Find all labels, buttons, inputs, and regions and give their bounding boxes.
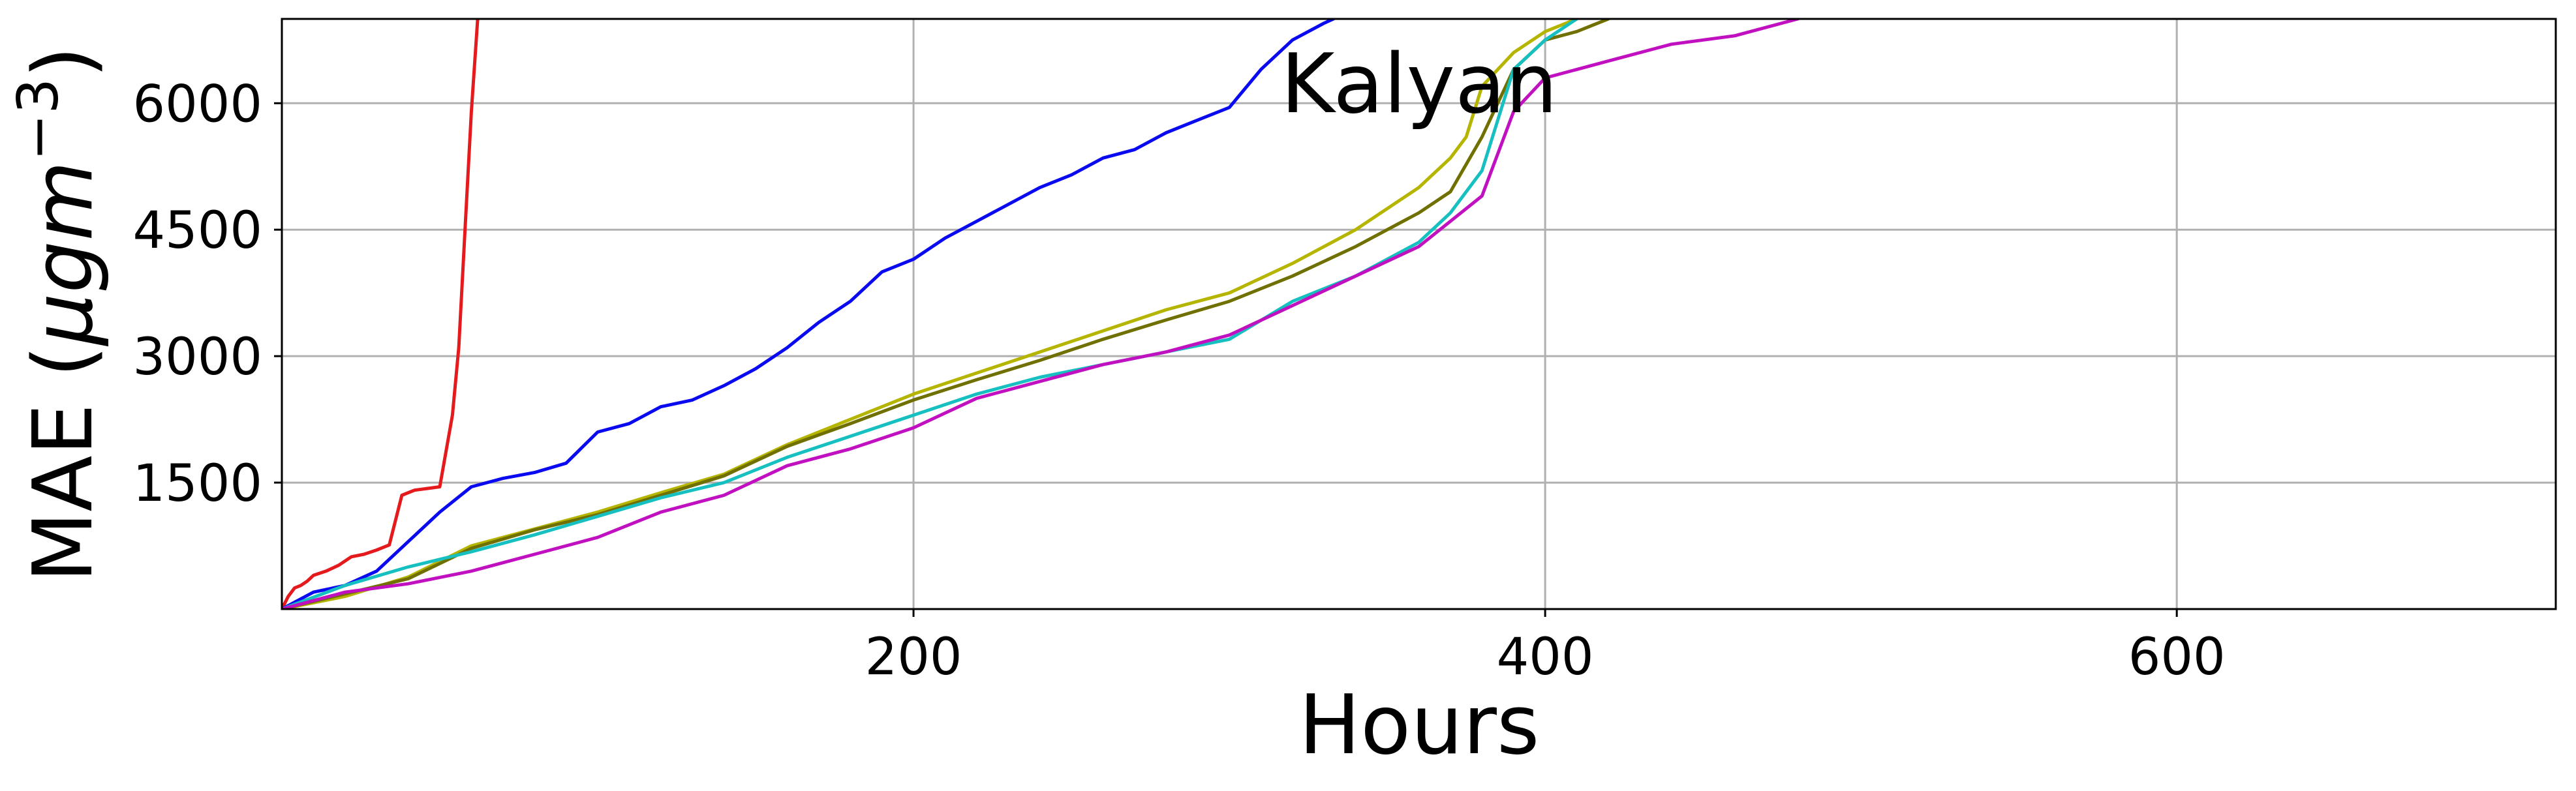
y-axis-label-close: ) [15, 46, 111, 78]
x-tick-label: 200 [865, 628, 962, 687]
y-tick-label: 6000 [132, 75, 262, 134]
y-axis-label-mu: μ [15, 293, 111, 346]
tick-labels: 200 400 600 1500 3000 4500 6000 [132, 75, 2225, 687]
series-line-2 [282, 19, 1336, 609]
y-axis-label-main: MAE ( [15, 346, 111, 583]
series-line-1 [282, 19, 480, 609]
series-line-4 [282, 19, 1610, 609]
series-lines [282, 19, 1800, 609]
x-axis-label: Hours [1298, 677, 1539, 773]
y-axis-label: MAE (μgm−3) [6, 46, 111, 583]
plot-frame [281, 18, 2557, 610]
x-tick-label: 400 [1497, 628, 1594, 687]
x-tick-label: 600 [2128, 628, 2226, 687]
y-tick-label: 4500 [132, 201, 262, 260]
grid [282, 19, 2556, 609]
series-line-5 [282, 19, 1578, 609]
y-axis-label-unit: gm [15, 161, 111, 293]
chart-title: Kalyan [1281, 36, 1557, 132]
y-axis-label-exponent: −3 [6, 78, 71, 161]
y-tick-label: 1500 [132, 455, 262, 513]
series-line-6 [282, 19, 1800, 609]
y-tick-label: 3000 [132, 328, 262, 387]
